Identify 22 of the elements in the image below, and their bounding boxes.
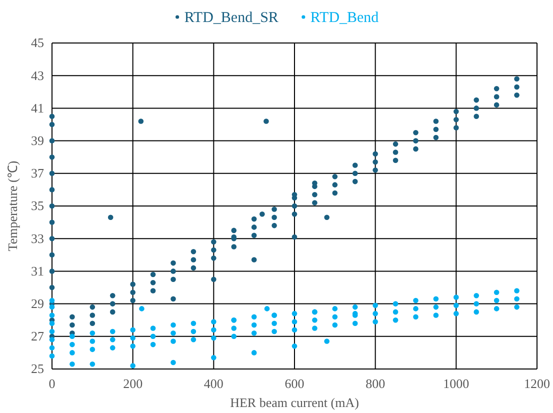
y-tick-label: 25 xyxy=(31,361,44,376)
y-tick-label: 31 xyxy=(31,263,44,278)
legend-label: RTD_Bend_SR xyxy=(184,10,278,26)
y-tick-label: 39 xyxy=(31,132,44,148)
x-tick-label: 1200 xyxy=(524,376,550,392)
legend-label: RTD_Bend xyxy=(310,10,380,26)
x-tick-label: 800 xyxy=(366,376,386,392)
x-axis-title: HER beam current (mA) xyxy=(230,395,359,410)
y-tick-label: 27 xyxy=(31,328,44,344)
x-tick-label: 0 xyxy=(48,376,56,392)
y-tick-label: 41 xyxy=(31,100,44,116)
y-tick-label: 29 xyxy=(31,296,44,311)
y-axis-title: Temperature (℃) xyxy=(5,160,20,252)
y-tick-label: 33 xyxy=(31,230,44,246)
y-tick-label: 43 xyxy=(31,68,44,83)
y-tick-label: 45 xyxy=(31,35,44,50)
x-tick-label: 400 xyxy=(204,376,224,392)
x-tick-label: 600 xyxy=(284,376,304,392)
x-tick-label: 200 xyxy=(123,376,143,392)
y-tick-label: 35 xyxy=(31,198,44,214)
x-tick-label: 1000 xyxy=(443,376,470,392)
y-tick-label: 37 xyxy=(31,166,44,181)
